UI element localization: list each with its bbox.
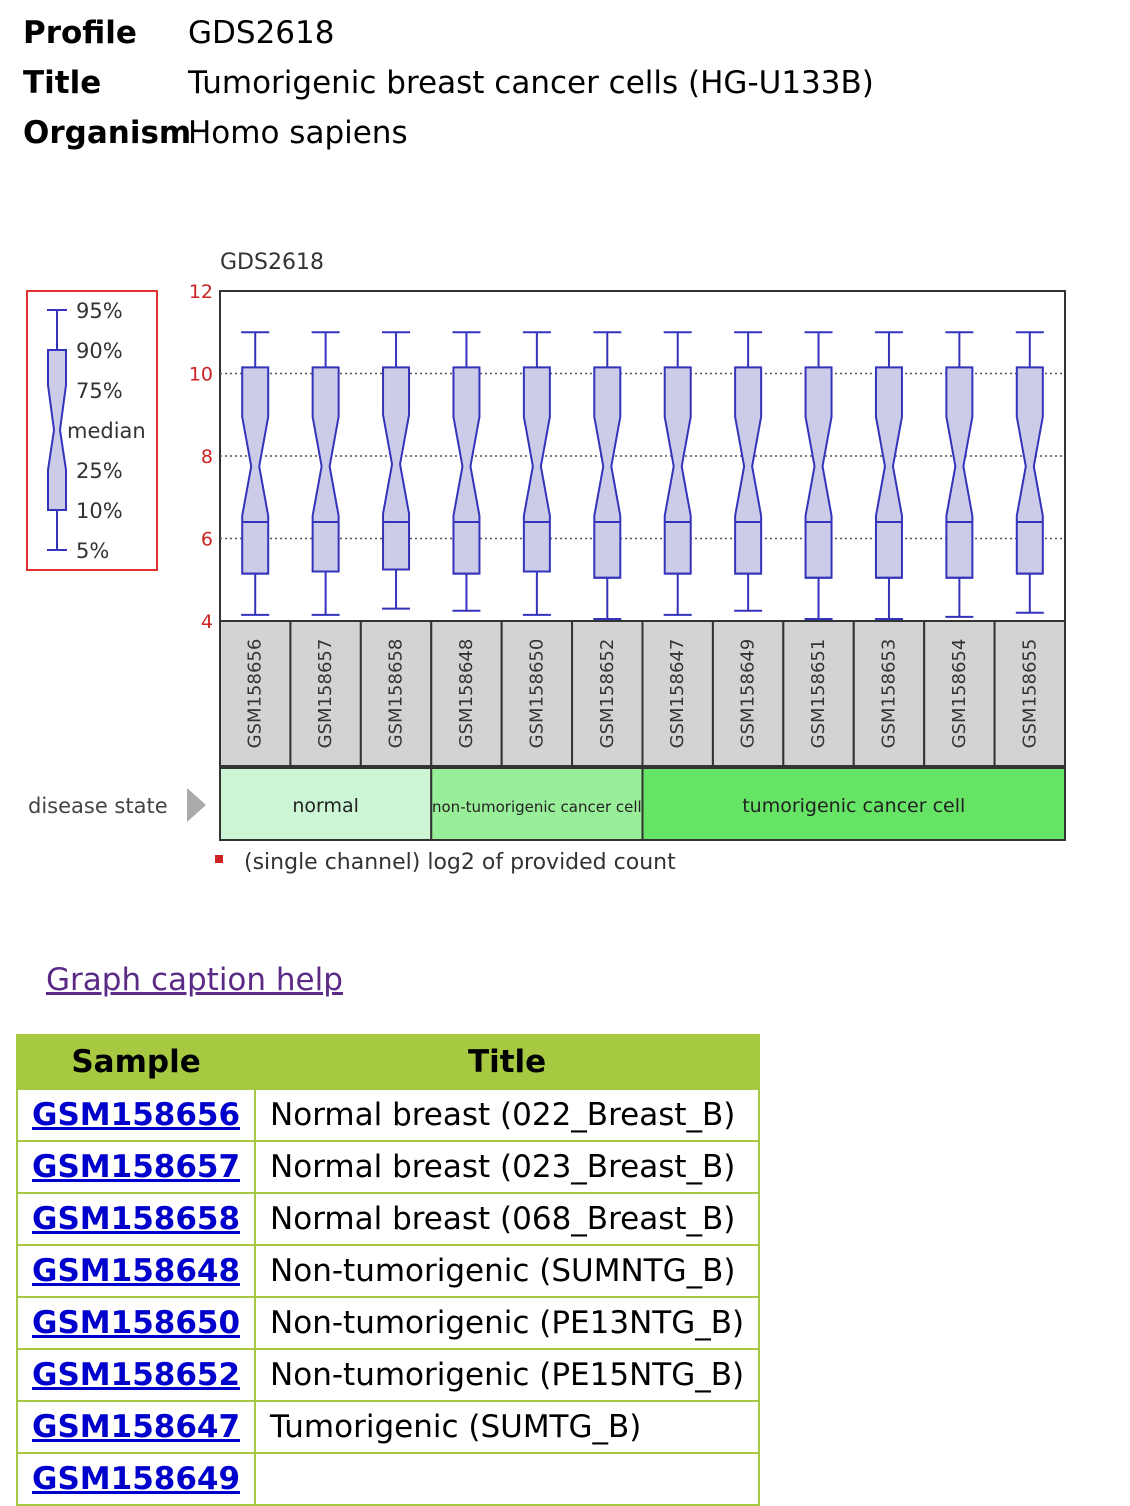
sample-cell: GSM158652 [15,1348,257,1402]
sample-cell: GSM158658 [15,1192,257,1246]
table-row: GSM158648 Non-tumorigenic (SUMNTG_B) [15,1244,761,1298]
y-tick-label: 6 [201,529,213,551]
y-tick-label: 12 [189,281,213,303]
sample-label-cell [359,620,433,767]
header-sample: Sample [15,1034,257,1090]
sample-label-cell [852,620,926,767]
sample-cell: GSM158650 [15,1296,257,1350]
samples-table: Sample Title GSM158656 Normal breast (022… [15,1034,761,1506]
plot-area [219,290,1066,622]
group-bar [641,767,1066,841]
sample-title-cell: Non-tumorigenic (PE13NTG_B) [254,1296,761,1350]
chart-title: GDS2618 [220,250,324,275]
sample-link[interactable]: GSM158649 [32,1461,241,1497]
sample-cell: GSM158648 [15,1244,257,1298]
profile-info: Profile GDS2618 Title Tumorigenic breast… [23,8,874,158]
sample-label: GSM158647 [667,639,688,749]
profile-row: Profile GDS2618 [23,8,874,58]
organism-label: Organism [23,115,192,151]
group-bar [430,767,644,841]
sample-link[interactable]: GSM158658 [32,1201,241,1237]
profile-value: GDS2618 [188,15,335,51]
boxplot-chart: GDS2618 4 6 8 10 12 GSM158656 GSM158657 GSM15865… [26,250,1066,875]
sample-label: GSM158658 [386,639,407,749]
sample-title-cell: Normal breast (068_Breast_B) [254,1192,761,1246]
sample-cell: GSM158647 [15,1400,257,1454]
sample-link[interactable]: GSM158652 [32,1357,241,1393]
sample-label-cell [711,620,785,767]
group-label: non-tumorigenic cancer cell [432,798,642,816]
legend-label: median [67,419,146,443]
chart-note: (single channel) log2 of provided count [244,850,676,875]
sample-link[interactable]: GSM158656 [32,1097,241,1133]
legend-label: 90% [76,339,123,363]
title-value: Tumorigenic breast cancer cells (HG-U133… [188,65,874,101]
table-row: GSM158658 Normal breast (068_Breast_B) [15,1192,761,1246]
sample-label: GSM158654 [949,639,970,749]
sample-title-cell: Tumorigenic (SUMTG_B) [254,1400,761,1454]
organism-value: Homo sapiens [188,115,408,151]
profile-label: Profile [23,15,137,51]
legend-label: 75% [76,379,123,403]
sample-label: GSM158652 [597,639,618,749]
table-row: GSM158647 Tumorigenic (SUMTG_B) [15,1400,761,1454]
sample-label: GSM158653 [878,639,899,749]
sample-link[interactable]: GSM158650 [32,1305,241,1341]
group-label: normal [292,795,359,817]
sample-title-cell: Non-tumorigenic (SUMNTG_B) [254,1244,761,1298]
group-arrow-icon [187,788,206,822]
table-row: GSM158650 Non-tumorigenic (PE13NTG_B) [15,1296,761,1350]
sample-label-cell [500,620,574,767]
group-axis-label: disease state [28,794,168,818]
sample-label: GSM158657 [315,639,336,749]
sample-label-cell [430,620,503,767]
sample-cell: GSM158649 [15,1452,257,1506]
note-bullet-icon [215,855,223,863]
sample-label-cell [641,620,714,767]
organism-row: Organism Homo sapiens [23,108,874,158]
sample-label: GSM158648 [456,639,477,749]
group-label: tumorigenic cancer cell [742,795,965,817]
sample-title-cell [254,1452,761,1506]
table-row: GSM158657 Normal breast (023_Breast_B) [15,1140,761,1194]
sample-label: GSM158649 [738,639,759,749]
sample-cell: GSM158656 [15,1088,257,1142]
sample-label-cell [993,620,1066,767]
table-row: GSM158656 Normal breast (022_Breast_B) [15,1088,761,1142]
y-tick-label: 8 [201,446,213,468]
title-label: Title [23,65,102,101]
graph-caption-help-link[interactable]: Graph caption help [46,962,343,998]
sample-label: GSM158656 [245,639,266,749]
legend-label: 95% [76,299,123,323]
sample-title-cell: Normal breast (023_Breast_B) [254,1140,761,1194]
legend-label: 10% [76,499,123,523]
sample-label: GSM158655 [1019,639,1040,749]
sample-label-cell [219,620,292,767]
y-tick-label: 4 [201,611,213,633]
sample-title-cell: Normal breast (022_Breast_B) [254,1088,761,1142]
table-row: GSM158649 [15,1452,761,1506]
table-row: GSM158652 Non-tumorigenic (PE15NTG_B) [15,1348,761,1402]
sample-label: GSM158651 [808,639,829,749]
y-tick-label: 10 [189,364,213,386]
sample-label-cell [782,620,855,767]
title-row: Title Tumorigenic breast cancer cells (H… [23,58,874,108]
sample-link[interactable]: GSM158657 [32,1149,241,1185]
table-header-row: Sample Title [15,1034,761,1090]
header-title: Title [254,1034,761,1090]
legend-label: 25% [76,459,123,483]
sample-link[interactable]: GSM158648 [32,1253,241,1289]
sample-link[interactable]: GSM158647 [32,1409,241,1445]
legend-box-icon [47,349,67,511]
group-bar [219,767,433,841]
legend-box [26,290,158,571]
legend-label: 5% [76,539,109,563]
sample-cell: GSM158657 [15,1140,257,1194]
sample-label-cell [289,620,362,767]
sample-label: GSM158650 [526,639,547,749]
sample-title-cell: Non-tumorigenic (PE15NTG_B) [254,1348,761,1402]
